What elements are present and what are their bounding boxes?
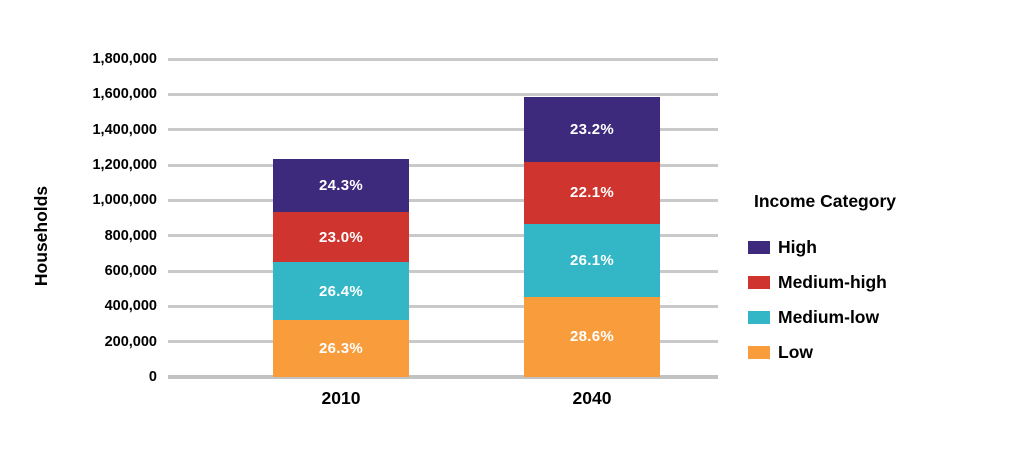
segment-percent-label: 26.3% [318, 339, 364, 357]
y-tick-label: 1,600,000 [92, 86, 157, 103]
y-tick-label: 800,000 [104, 227, 157, 244]
x-axis-baseline [168, 374, 718, 379]
gridline [168, 57, 718, 61]
legend-label: High [778, 237, 817, 257]
segment-percent-label: 24.3% [318, 177, 364, 195]
x-tick-label: 2040 [572, 388, 612, 408]
legend: Income Category High Medium-high Medium-lo… [748, 191, 896, 370]
y-tick-label: 1,800,000 [92, 51, 157, 67]
segment-percent-label: 23.0% [318, 228, 364, 246]
x-tick-label: 2010 [321, 388, 361, 408]
gridline [168, 128, 718, 132]
gridline [168, 198, 718, 202]
legend-label: Medium-high [778, 272, 887, 292]
y-tick-label: 400,000 [104, 298, 157, 315]
plot-area: 26.3% 26.4% 23.0% 24.3% 28.6% 26.1% 22.1% 23.2% [168, 57, 718, 379]
bar-segment-2010-high: 24.3% [273, 159, 409, 213]
gridline [168, 234, 718, 238]
legend-title: Income Category [754, 191, 896, 211]
gridline [168, 304, 718, 308]
segment-percent-label: 26.4% [318, 282, 364, 300]
y-tick-label: 200,000 [104, 333, 157, 350]
legend-swatch-medium-low [748, 311, 770, 324]
y-tick-label: 1,400,000 [92, 121, 157, 138]
legend-swatch-medium-high [748, 276, 770, 289]
gridline [168, 269, 718, 273]
bar-segment-2010-low: 26.3% [273, 319, 409, 377]
legend-item-low: Low [748, 335, 896, 370]
legend-item-high: High [748, 230, 896, 265]
legend-item-medium-high: Medium-high [748, 265, 896, 300]
bar-segment-2040-medium-high: 22.1% [524, 161, 660, 224]
y-tick-label: 1,000,000 [92, 192, 157, 209]
segment-percent-label: 23.2% [569, 120, 615, 138]
bar-segment-2040-low: 28.6% [524, 296, 660, 377]
y-tick-label: 1,200,000 [92, 157, 157, 173]
legend-items: High Medium-high Medium-low Low [748, 230, 896, 370]
legend-item-medium-low: Medium-low [748, 300, 896, 335]
bar-segment-2010-medium-high: 23.0% [273, 212, 409, 263]
segment-percent-label: 28.6% [569, 328, 615, 346]
legend-swatch-high [748, 241, 770, 254]
gridline [168, 92, 718, 96]
segment-percent-label: 22.1% [569, 184, 615, 202]
y-tick-label: 0 [148, 369, 157, 385]
gridline [168, 340, 718, 344]
segment-percent-label: 26.1% [569, 251, 615, 269]
gridline [168, 163, 718, 167]
legend-label: Low [778, 342, 813, 362]
legend-swatch-low [748, 346, 770, 359]
bar-segment-2010-medium-low: 26.4% [273, 262, 409, 320]
bar-segment-2040-medium-low: 26.1% [524, 223, 660, 297]
bar-segment-2040-high: 23.2% [524, 97, 660, 162]
legend-label: Medium-low [778, 307, 880, 327]
y-tick-label: 600,000 [104, 263, 157, 279]
